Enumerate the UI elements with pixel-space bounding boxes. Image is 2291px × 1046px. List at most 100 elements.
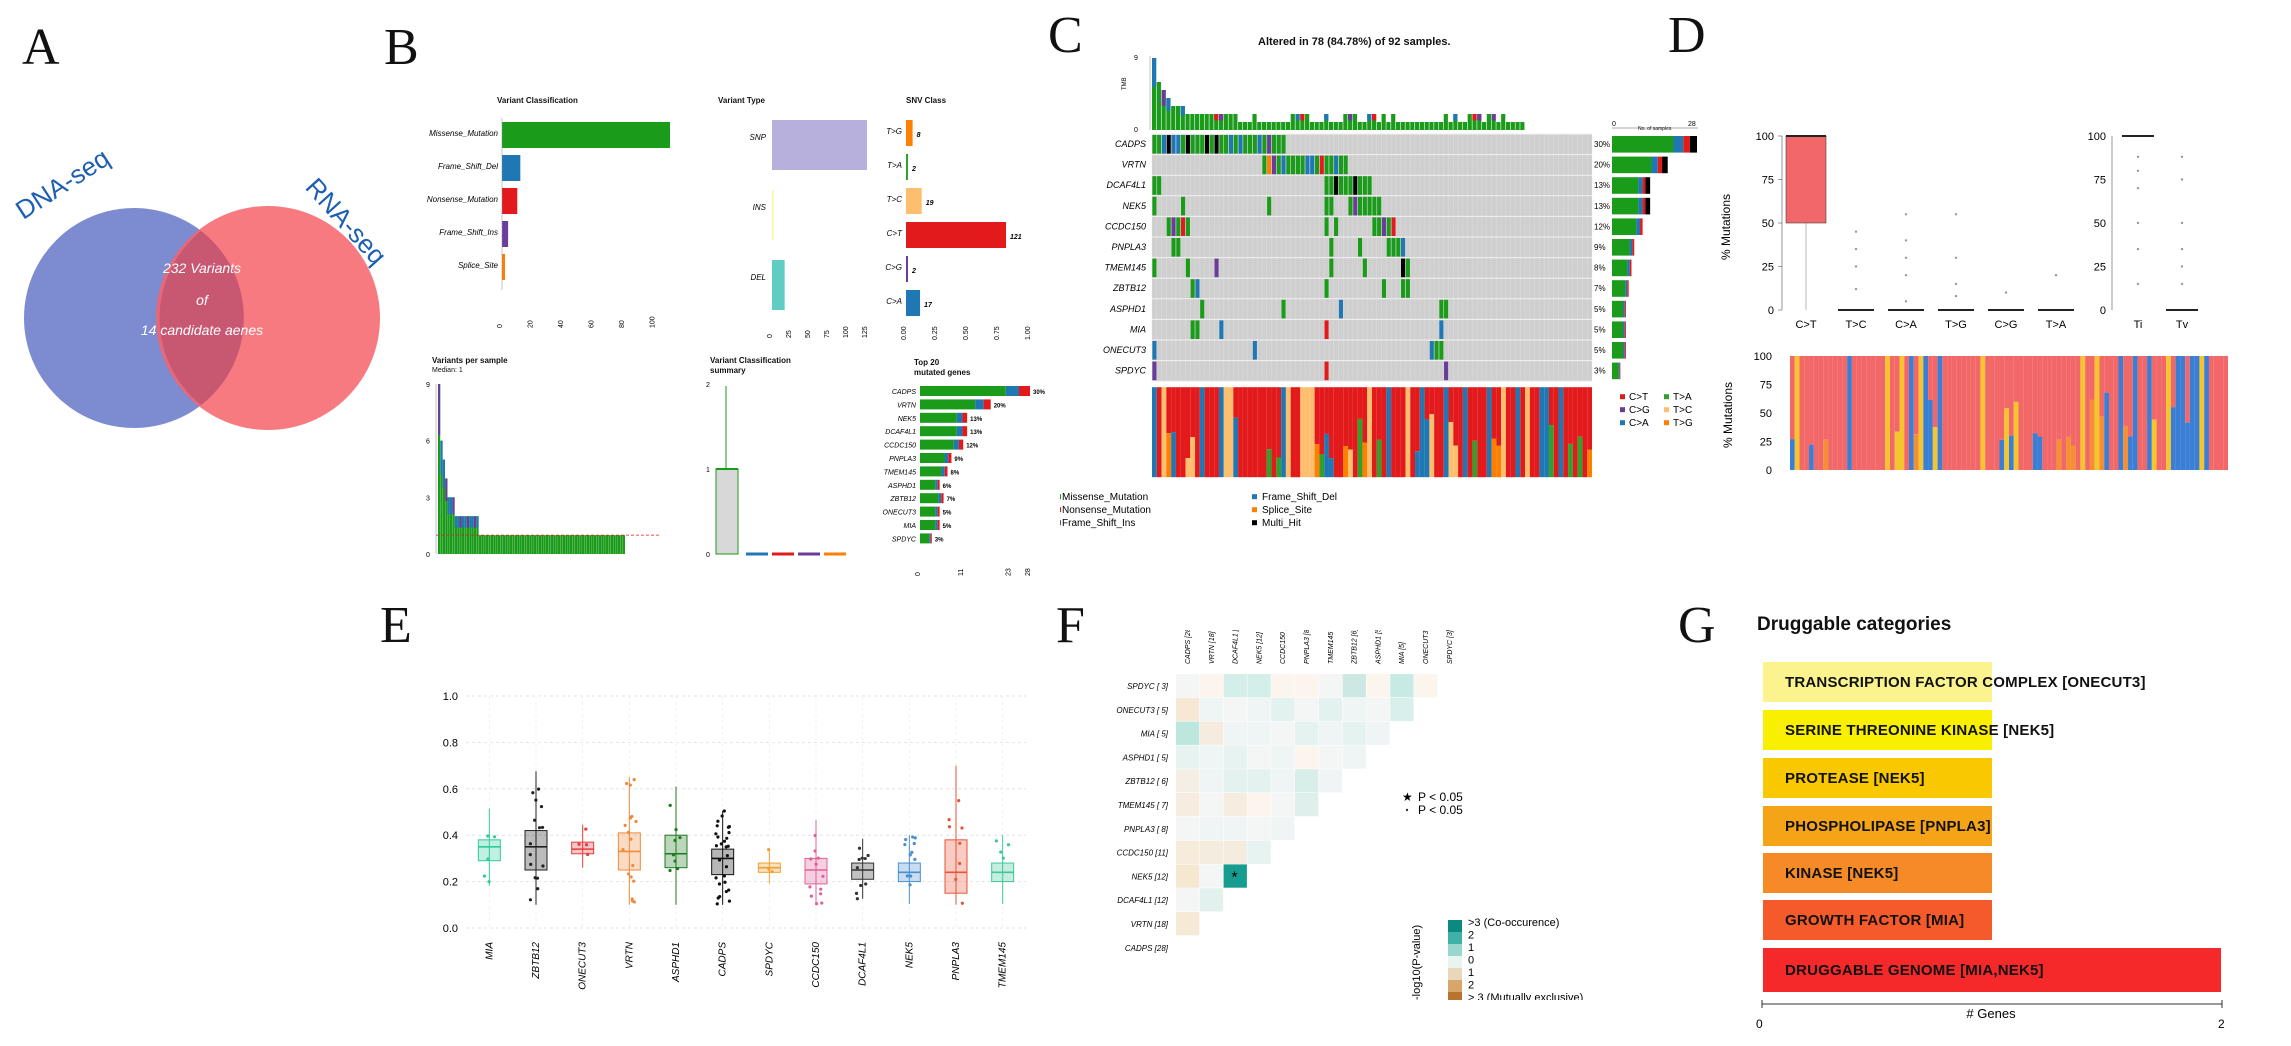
d-stack-seg <box>2128 356 2133 437</box>
snv-legend-label: T>C <box>1673 405 1692 416</box>
onco-cell <box>1219 320 1224 339</box>
f-cell <box>1223 674 1247 698</box>
side-tick: 28 <box>1688 121 1696 128</box>
tmb-bar <box>1443 114 1448 130</box>
e-point <box>908 874 912 878</box>
onco-cell <box>1348 196 1353 216</box>
onco-cell <box>1276 155 1281 175</box>
onco-cell <box>1372 196 1377 216</box>
f-cell <box>1223 840 1247 864</box>
tmb-bar <box>1228 114 1233 130</box>
vt-tick: 25 <box>786 330 793 338</box>
tmb-bar <box>1300 114 1305 130</box>
onco-side-seg <box>1627 259 1630 277</box>
e-point <box>958 841 962 845</box>
onco-cell <box>1185 217 1190 236</box>
d-stack-seg <box>2056 439 2062 470</box>
var-legend-swatch <box>1060 520 1061 526</box>
druggable-bar: GROWTH FACTOR [MIA] <box>1763 900 1992 940</box>
d2-outlier <box>2180 155 2184 159</box>
d-stack-seg <box>1889 356 1895 470</box>
snv-comp-seg <box>1190 387 1196 438</box>
f-cell <box>1199 840 1224 864</box>
snv-comp-seg <box>1419 387 1425 478</box>
e-point <box>908 883 912 887</box>
e-point <box>534 798 538 802</box>
tmb-bar <box>1271 122 1276 130</box>
tmb-bar <box>1367 114 1372 130</box>
tmb-bar <box>1242 122 1248 130</box>
top20-bar-seg <box>935 479 938 490</box>
e-point <box>725 854 729 858</box>
e-point <box>482 874 487 878</box>
onco-gene: VRTN <box>1122 160 1147 170</box>
onco-cell <box>1267 196 1272 216</box>
tmb-bar <box>1156 82 1161 130</box>
snv-legend-swatch <box>1620 420 1625 426</box>
f-row-gene: ONECUT3 [ 5] <box>1116 706 1168 715</box>
snv-comp-seg <box>1491 438 1497 478</box>
d-stack-seg <box>2075 356 2081 470</box>
top20-gene: SPDYC <box>892 536 917 543</box>
e-point <box>860 856 864 860</box>
snv-comp-seg <box>1467 387 1473 478</box>
top20-pct: 8% <box>951 470 960 476</box>
onco-cell <box>1233 135 1238 154</box>
druggable-bar: PROTEASE [NEK5] <box>1763 758 1992 798</box>
tmb-bar <box>1520 122 1525 130</box>
top20-bar <box>920 439 954 450</box>
vps-bar <box>618 535 621 554</box>
tmb-bar <box>1496 122 1501 130</box>
e-point <box>722 839 727 843</box>
f-cell <box>1318 721 1343 745</box>
top20-bar <box>920 493 939 504</box>
f-scale-tick: >3 (Co-occurence) <box>1468 917 1559 929</box>
onco-cell <box>1267 155 1272 175</box>
snv-comp-seg <box>1391 387 1396 478</box>
e-tick: 1.0 <box>443 691 458 703</box>
vt-tick: 100 <box>843 326 850 338</box>
f-col-gene: PNPLA3 [8] <box>1304 630 1311 664</box>
snv-comp-seg <box>1572 387 1578 478</box>
onco-pct: 9% <box>1594 243 1606 252</box>
f-scale-seg <box>1448 944 1462 956</box>
top20-pct: 30% <box>1033 390 1046 396</box>
onco-pct: 13% <box>1594 202 1610 211</box>
snv-tick: 0.00 <box>901 326 908 340</box>
e-point <box>816 856 820 860</box>
top20-bar-seg <box>935 520 938 530</box>
d-stack-seg <box>2175 356 2181 470</box>
onco-side-bar <box>1612 197 1639 215</box>
onco-cell <box>1252 341 1257 360</box>
onco-gene: PNPLA3 <box>1111 242 1146 252</box>
top20-subtitle: mutated genes <box>914 368 971 377</box>
e-point <box>539 804 544 809</box>
f-cell <box>1318 697 1343 722</box>
d2-tick: 50 <box>2094 218 2106 230</box>
d-stack-seg <box>1947 356 1952 470</box>
onco-cell <box>1180 135 1186 154</box>
tmb-bar-seg <box>1214 114 1219 121</box>
tmb-bar <box>1218 114 1224 130</box>
onco-cell <box>1334 155 1339 175</box>
snv-comp-seg <box>1252 387 1258 478</box>
f-cell <box>1271 697 1295 722</box>
snv-comp-seg <box>1295 387 1301 478</box>
f-cell <box>1342 721 1366 745</box>
f-cell <box>1247 793 1271 817</box>
vps-bar <box>526 535 529 554</box>
snv-comp-seg <box>1376 439 1382 478</box>
top20-bar <box>920 466 942 477</box>
d-stack-seg <box>2099 416 2105 470</box>
d-stack-seg <box>1904 356 1910 470</box>
d-stack-seg <box>2004 408 2009 470</box>
onco-cell <box>1343 155 1348 175</box>
snv-comp-seg <box>1486 387 1492 478</box>
d-stack-seg <box>1847 356 1852 470</box>
vt-label: INS <box>753 203 767 212</box>
top20-pct: 3% <box>935 537 944 543</box>
snv-comp-seg <box>1171 387 1176 433</box>
vps-bar <box>543 535 546 554</box>
onco-side-bar <box>1612 280 1626 297</box>
onco-pct: 8% <box>1594 264 1606 273</box>
